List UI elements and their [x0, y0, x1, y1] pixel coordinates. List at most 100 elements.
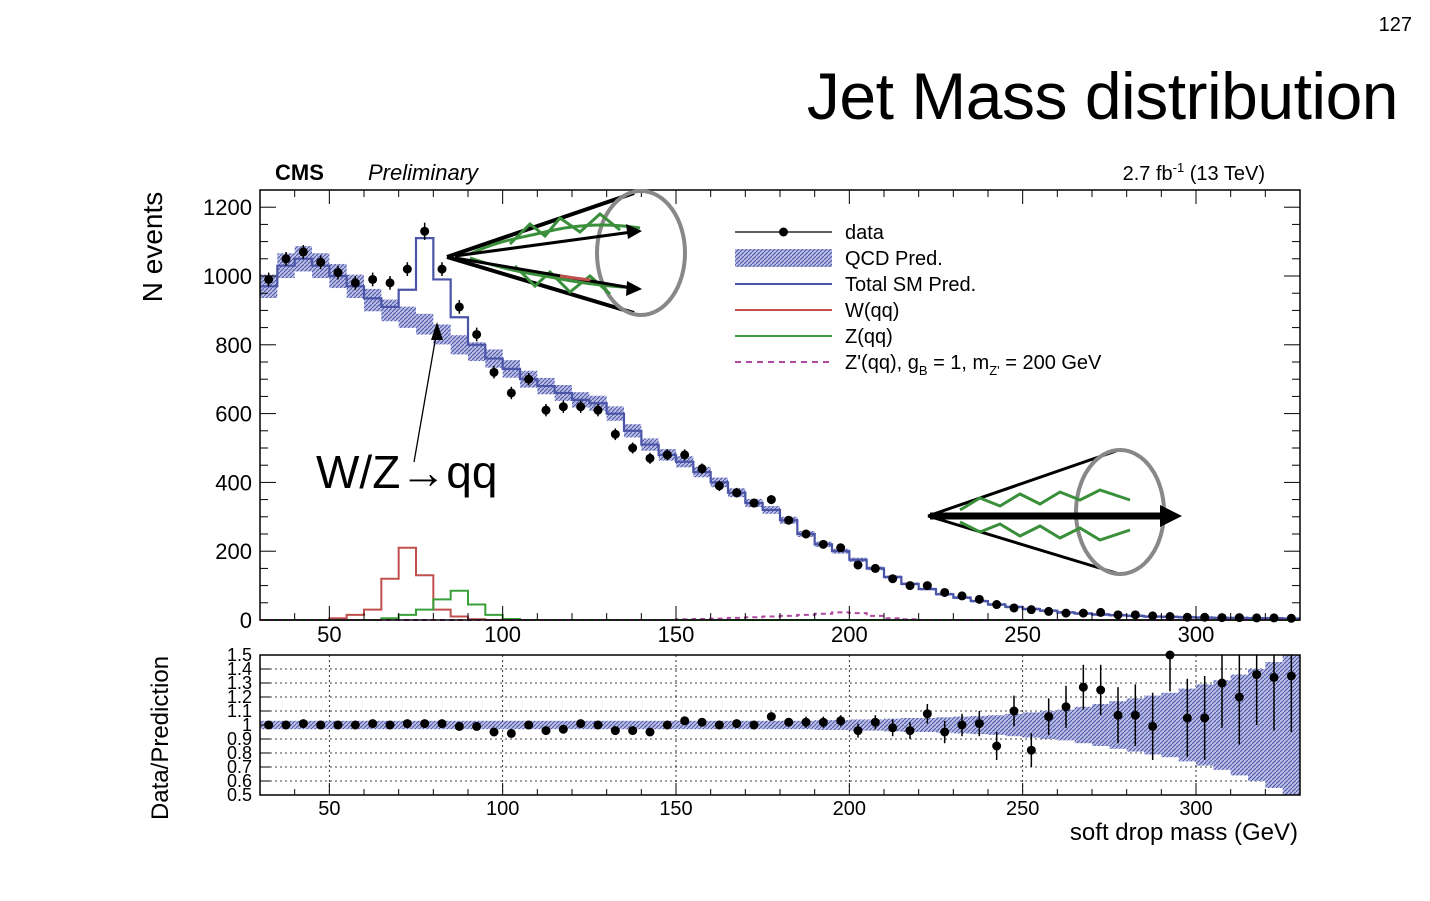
ratio-point: [281, 720, 291, 730]
ratio-band-bin: [762, 720, 780, 730]
ratio-x-tick-label: 300: [1179, 798, 1212, 820]
data-point: [316, 257, 326, 267]
data-point: [1061, 608, 1071, 618]
ratio-point: [1078, 682, 1088, 692]
preliminary-label: Preliminary: [368, 160, 480, 185]
data-point: [1252, 613, 1262, 623]
data-point: [888, 574, 898, 584]
ratio-point: [454, 721, 464, 731]
two-prong-jet-ellipse: [595, 189, 687, 317]
data-point: [940, 587, 950, 597]
ratio-point: [888, 723, 898, 733]
data-point: [472, 329, 482, 339]
data-point: [992, 600, 1002, 610]
legend: data QCD Pred. Total SM Pred. W(qq) Z(qq) Z'(…: [735, 222, 1102, 378]
ratio-band-bin: [537, 720, 555, 730]
data-point: [697, 464, 707, 474]
ratio-point: [1200, 713, 1210, 723]
one-prong-jet-arrowhead: [1160, 505, 1182, 527]
main-ticks-group: 50 100 150 200 250 300 0 200 400 600 800 1000 1200: [203, 190, 1301, 647]
data-point: [680, 450, 690, 460]
ratio-point: [801, 717, 811, 727]
ratio-point: [1113, 710, 1123, 720]
ratio-band-bin: [1022, 712, 1040, 738]
ratio-y-tick-label: 1.1: [227, 701, 252, 721]
ratio-point: [368, 719, 378, 729]
data-point: [1165, 612, 1175, 622]
ratio-point: [870, 717, 880, 727]
cms-label: CMS: [275, 160, 324, 185]
lumi-exponent: -1: [1173, 160, 1185, 175]
y-tick-label: 1000: [203, 264, 252, 289]
data-point: [922, 581, 932, 591]
ratio-point: [905, 726, 915, 736]
x-tick-label: 50: [317, 622, 341, 647]
data-point: [524, 374, 534, 384]
ratio-x-tick-label: 50: [318, 798, 340, 820]
slide-title: Jet Mass distribution: [806, 59, 1399, 133]
ratio-point: [732, 719, 742, 729]
qcd-band-bin: [364, 288, 382, 312]
ratio-point: [922, 709, 932, 719]
ratio-point: [784, 717, 794, 727]
data-point: [818, 539, 828, 549]
ratio-point: [333, 720, 343, 730]
y-tick-label: 0: [240, 608, 252, 633]
legend-label-mid: = 1, m: [928, 352, 990, 374]
x-tick-label: 250: [1004, 622, 1041, 647]
data-point: [1269, 613, 1279, 623]
data-point: [853, 560, 863, 570]
data-point: [1113, 610, 1123, 620]
legend-marker-point: [779, 227, 788, 237]
ratio-panel: 50 100 150 200 250 3000.50.60.70.80.911.11.21…: [227, 645, 1301, 820]
legend-label: data: [845, 222, 885, 244]
x-tick-label: 150: [658, 622, 695, 647]
ratio-band-bin: [641, 720, 659, 730]
legend-label: Z'(qq), gB = 1, mZ' = 200 GeV: [845, 352, 1102, 378]
ratio-point: [420, 719, 430, 729]
ratio-point: [645, 727, 655, 737]
data-point: [558, 402, 568, 412]
data-point: [420, 226, 430, 236]
total-sm-line: [260, 237, 1300, 620]
lumi-value: 2.7 fb: [1123, 163, 1173, 185]
y-tick-label: 800: [215, 333, 252, 358]
legend-label-tail: = 200 GeV: [1000, 352, 1102, 374]
ratio-point: [940, 727, 950, 737]
data-point: [506, 388, 516, 398]
data-point: [541, 405, 551, 415]
ratio-y-tick-label: 0.5: [227, 785, 252, 805]
ratio-y-tick-label: 0.6: [227, 771, 252, 791]
ratio-x-tick-label: 100: [486, 798, 519, 820]
ratio-band-group: [260, 655, 1300, 795]
ratio-band-bin: [988, 715, 1006, 735]
legend-label-text: Z'(qq), g: [845, 352, 919, 374]
data-point: [974, 594, 984, 604]
data-point: [1078, 608, 1088, 618]
ratio-y-tick-label: 0.8: [227, 743, 252, 763]
legend-label: QCD Pred.: [845, 248, 943, 270]
legend-label-text: data: [845, 222, 885, 244]
ratio-point: [316, 720, 326, 730]
data-point: [1130, 610, 1140, 620]
ratio-point: [576, 719, 586, 729]
lumi-label: 2.7 fb-1 (13 TeV): [1123, 160, 1265, 185]
ratio-band-bin: [1092, 704, 1110, 746]
ratio-point: [1061, 702, 1071, 712]
ratio-band-bin: [918, 718, 936, 732]
annotation-arrow-head: [431, 322, 443, 340]
main-panel: 50 100 150 200 250 300 0 200 400 600 800 1000 1200: [203, 189, 1301, 647]
ratio-point: [1009, 706, 1019, 716]
ratio-x-tick-label: 200: [833, 798, 866, 820]
data-point: [385, 278, 395, 288]
data-point: [662, 450, 672, 460]
qcd-band-bin: [468, 342, 486, 362]
ratio-point: [593, 720, 603, 730]
y-tick-label: 400: [215, 470, 252, 495]
ratio-point: [749, 720, 759, 730]
legend-label-sub: B: [919, 363, 928, 378]
qcd-band-bin: [416, 313, 434, 335]
legend-label-text: Total SM Pred.: [845, 274, 976, 296]
legend-label-text: W(qq): [845, 300, 899, 322]
